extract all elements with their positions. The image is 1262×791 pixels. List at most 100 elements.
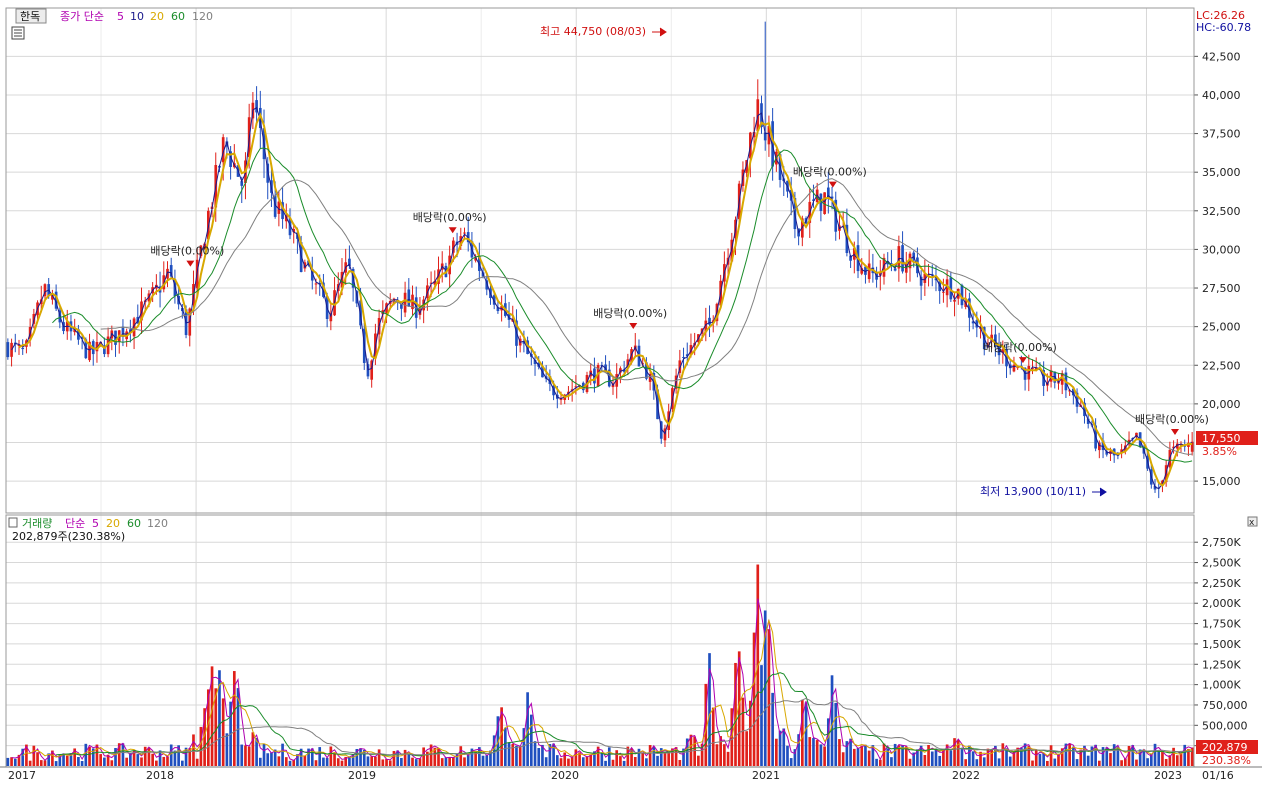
candle-body xyxy=(21,347,25,350)
candle-body xyxy=(574,386,578,388)
volume-bar xyxy=(786,745,789,766)
volume-bar xyxy=(181,760,184,766)
volume-bar xyxy=(251,732,255,766)
vol-ma-line-5 xyxy=(11,598,1193,762)
volume-checkbox[interactable] xyxy=(8,517,18,528)
volume-bar xyxy=(986,748,990,766)
candle-body xyxy=(366,364,370,377)
volume-bar xyxy=(1146,758,1149,766)
volume-bar xyxy=(659,748,663,766)
volume-bar xyxy=(1001,743,1005,766)
ma-line-10 xyxy=(11,106,1193,490)
candle-body xyxy=(1060,373,1064,385)
candle-body xyxy=(203,243,206,250)
volume-bar xyxy=(734,662,737,766)
price-tick-label: 32,500 xyxy=(1202,205,1241,218)
volume-bar xyxy=(299,748,303,766)
volume-bar xyxy=(206,689,210,766)
vol-ma-line-20 xyxy=(22,618,1193,758)
volume-bar xyxy=(478,747,481,766)
price-tick-label: 15,000 xyxy=(1202,475,1241,488)
volume-bar xyxy=(1049,745,1053,766)
volume-bar xyxy=(199,726,203,766)
volume-bar xyxy=(593,751,596,766)
indicator-list-icon[interactable] xyxy=(11,26,25,40)
volume-bar xyxy=(875,758,878,766)
volume-bar xyxy=(388,760,392,766)
candle-body xyxy=(819,193,823,211)
volume-bar xyxy=(518,746,522,766)
svg-text:x: x xyxy=(1249,518,1255,528)
volume-bar xyxy=(663,752,667,766)
dividend-label: 배당락(0.00%) xyxy=(983,341,1057,354)
volume-bar xyxy=(1153,743,1157,766)
volume-bar xyxy=(1008,756,1012,766)
volume-bar xyxy=(322,757,325,766)
candle-body xyxy=(1120,449,1123,453)
volume-bar xyxy=(1116,746,1120,766)
vol-ma-period-120: 120 xyxy=(147,517,168,530)
volume-bar xyxy=(607,747,611,766)
volume-bar xyxy=(162,756,166,766)
candle-body xyxy=(129,329,132,333)
candle-body xyxy=(893,268,897,271)
candle-body xyxy=(496,307,500,312)
volume-bar xyxy=(236,688,240,766)
current-volume: 202,879 xyxy=(1202,741,1248,754)
volume-bar xyxy=(541,744,544,766)
hc-label: HC:-60.78 xyxy=(1196,21,1251,34)
volume-bar xyxy=(95,744,99,766)
volume-bar xyxy=(834,702,838,766)
candle-body xyxy=(273,195,277,217)
volume-bar xyxy=(65,755,69,766)
volume-bar xyxy=(1072,746,1075,766)
candle-body xyxy=(860,268,864,274)
candle-body xyxy=(385,303,388,313)
candle-body xyxy=(348,258,351,267)
volume-bar xyxy=(151,753,154,766)
volume-bar xyxy=(88,746,91,766)
volume-bar xyxy=(763,610,767,766)
candle-body xyxy=(626,359,630,369)
volume-bar xyxy=(426,751,429,766)
volume-bar xyxy=(971,751,975,766)
volume-bar xyxy=(203,708,206,766)
volume-bar xyxy=(258,757,262,766)
price-tick-label: 37,500 xyxy=(1202,128,1241,141)
volume-tick-label: 2,250K xyxy=(1202,577,1241,590)
candle-body xyxy=(730,239,734,262)
volume-bar xyxy=(1042,752,1045,766)
volume-bar xyxy=(325,757,329,766)
volume-bar xyxy=(901,745,904,766)
candle-body xyxy=(132,318,136,337)
candle-body xyxy=(1034,367,1038,370)
candle-body xyxy=(685,354,689,357)
symbol-box[interactable] xyxy=(15,8,47,24)
volume-bar xyxy=(485,755,489,766)
x-label-2022: 2022 xyxy=(952,769,980,782)
axes-layer: 42,500 40,000 37,500 35,000 32,500 30,000 27,5… xyxy=(1194,50,1248,753)
ma-period-5: 5 xyxy=(117,10,124,23)
volume-bar xyxy=(470,748,474,766)
volume-bar xyxy=(916,749,919,766)
volume-bar xyxy=(1135,759,1138,766)
volume-bar xyxy=(1016,747,1019,766)
high-arrow-icon xyxy=(652,27,667,37)
volume-bar xyxy=(273,749,277,766)
candle-body xyxy=(971,321,975,324)
volume-bar xyxy=(463,757,466,766)
volume-tick-label: 2,000K xyxy=(1202,597,1241,610)
volume-bar xyxy=(314,760,318,766)
volume-bar xyxy=(667,751,671,766)
volume-bar xyxy=(767,629,771,766)
volume-bar xyxy=(411,757,414,766)
volume-bar xyxy=(960,748,964,766)
volume-bar xyxy=(99,754,103,766)
volume-bar xyxy=(581,757,585,766)
candle-body xyxy=(80,336,84,339)
volume-bar xyxy=(749,700,752,766)
price-tick-label: 35,000 xyxy=(1202,166,1241,179)
volume-close-icon[interactable]: x xyxy=(1247,516,1258,528)
volume-bar xyxy=(934,748,938,766)
volume-bar xyxy=(771,692,774,766)
